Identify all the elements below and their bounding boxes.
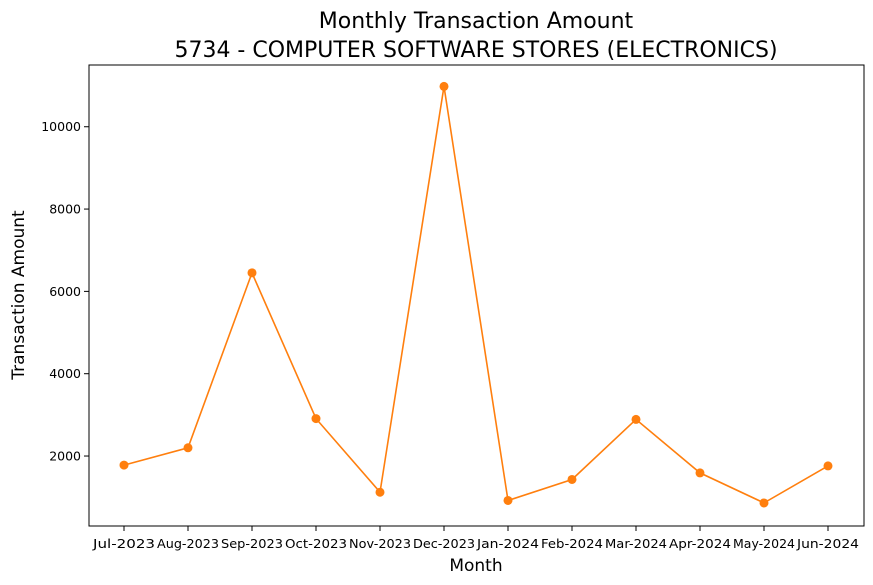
y-tick-label: 8000: [49, 202, 81, 217]
x-tick-label: Jan-2024: [476, 536, 539, 551]
x-tick-label: Aug-2023: [157, 536, 219, 551]
y-tick-label: 4000: [49, 366, 81, 381]
data-point: [311, 414, 321, 424]
x-tick-label: Nov-2023: [349, 536, 411, 551]
data-point: [375, 487, 385, 497]
data-point: [823, 461, 833, 471]
x-tick-label: Mar-2024: [605, 536, 667, 551]
x-axis: Jul-2023 Aug-2023 Sep-2023 Oct-2023 Nov-2023…: [92, 526, 859, 551]
y-tick-label: 6000: [49, 284, 81, 299]
data-point: [695, 468, 705, 478]
data-point: [247, 268, 257, 278]
data-point: [759, 498, 769, 508]
x-tick-label: Dec-2023: [413, 536, 475, 551]
chart-title: Monthly Transaction Amount: [319, 9, 634, 34]
data-point: [439, 81, 449, 91]
x-tick-label: Oct-2023: [285, 536, 347, 551]
y-tick-label: 10000: [41, 119, 81, 134]
x-tick-label: May-2024: [733, 536, 795, 551]
series-line: [123, 86, 829, 504]
y-axis: 2000 4000 6000 8000 10000: [41, 119, 89, 464]
x-tick-label: Sep-2023: [221, 536, 283, 551]
x-axis-label: Month: [449, 556, 502, 576]
data-point: [183, 443, 193, 453]
x-tick-label: Feb-2024: [541, 536, 603, 551]
x-tick-label: Jul-2023: [92, 536, 155, 551]
y-tick-label: 2000: [49, 449, 81, 464]
chart-subtitle: 5734 - COMPUTER SOFTWARE STORES (ELECTRO…: [174, 38, 777, 63]
data-point: [119, 460, 129, 470]
x-tick-label: Apr-2024: [669, 536, 731, 551]
data-point: [503, 495, 513, 505]
x-tick-label: Jun-2024: [796, 536, 859, 551]
y-axis-label: Transaction Amount: [9, 210, 29, 381]
series-points: [119, 81, 833, 508]
data-point: [631, 414, 641, 424]
data-point: [567, 474, 577, 484]
plot-area: [88, 64, 865, 527]
